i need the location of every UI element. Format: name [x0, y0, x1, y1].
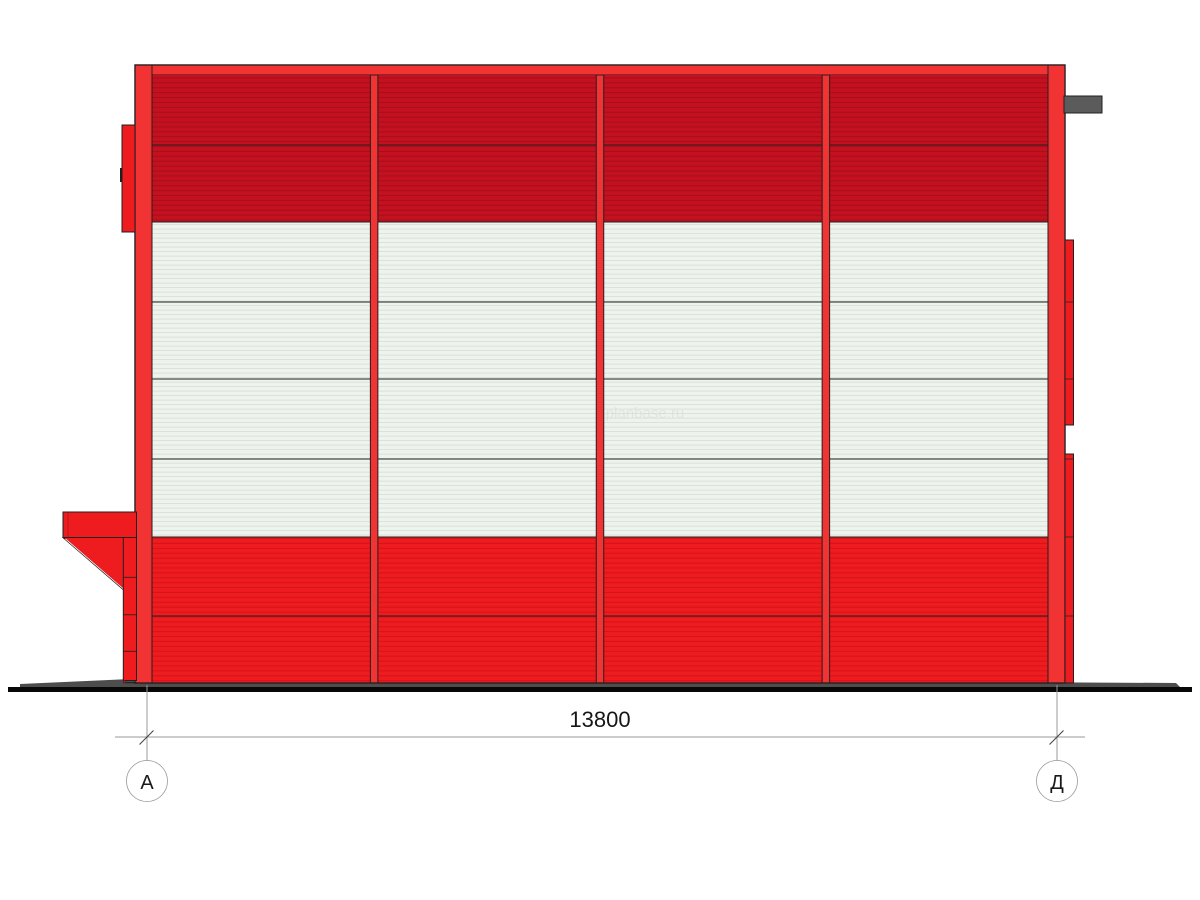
svg-text:planbase.ru: planbase.ru: [606, 405, 684, 422]
svg-text:13800: 13800: [569, 707, 630, 732]
svg-text:Д: Д: [1050, 772, 1064, 794]
svg-text:A: A: [140, 772, 154, 794]
